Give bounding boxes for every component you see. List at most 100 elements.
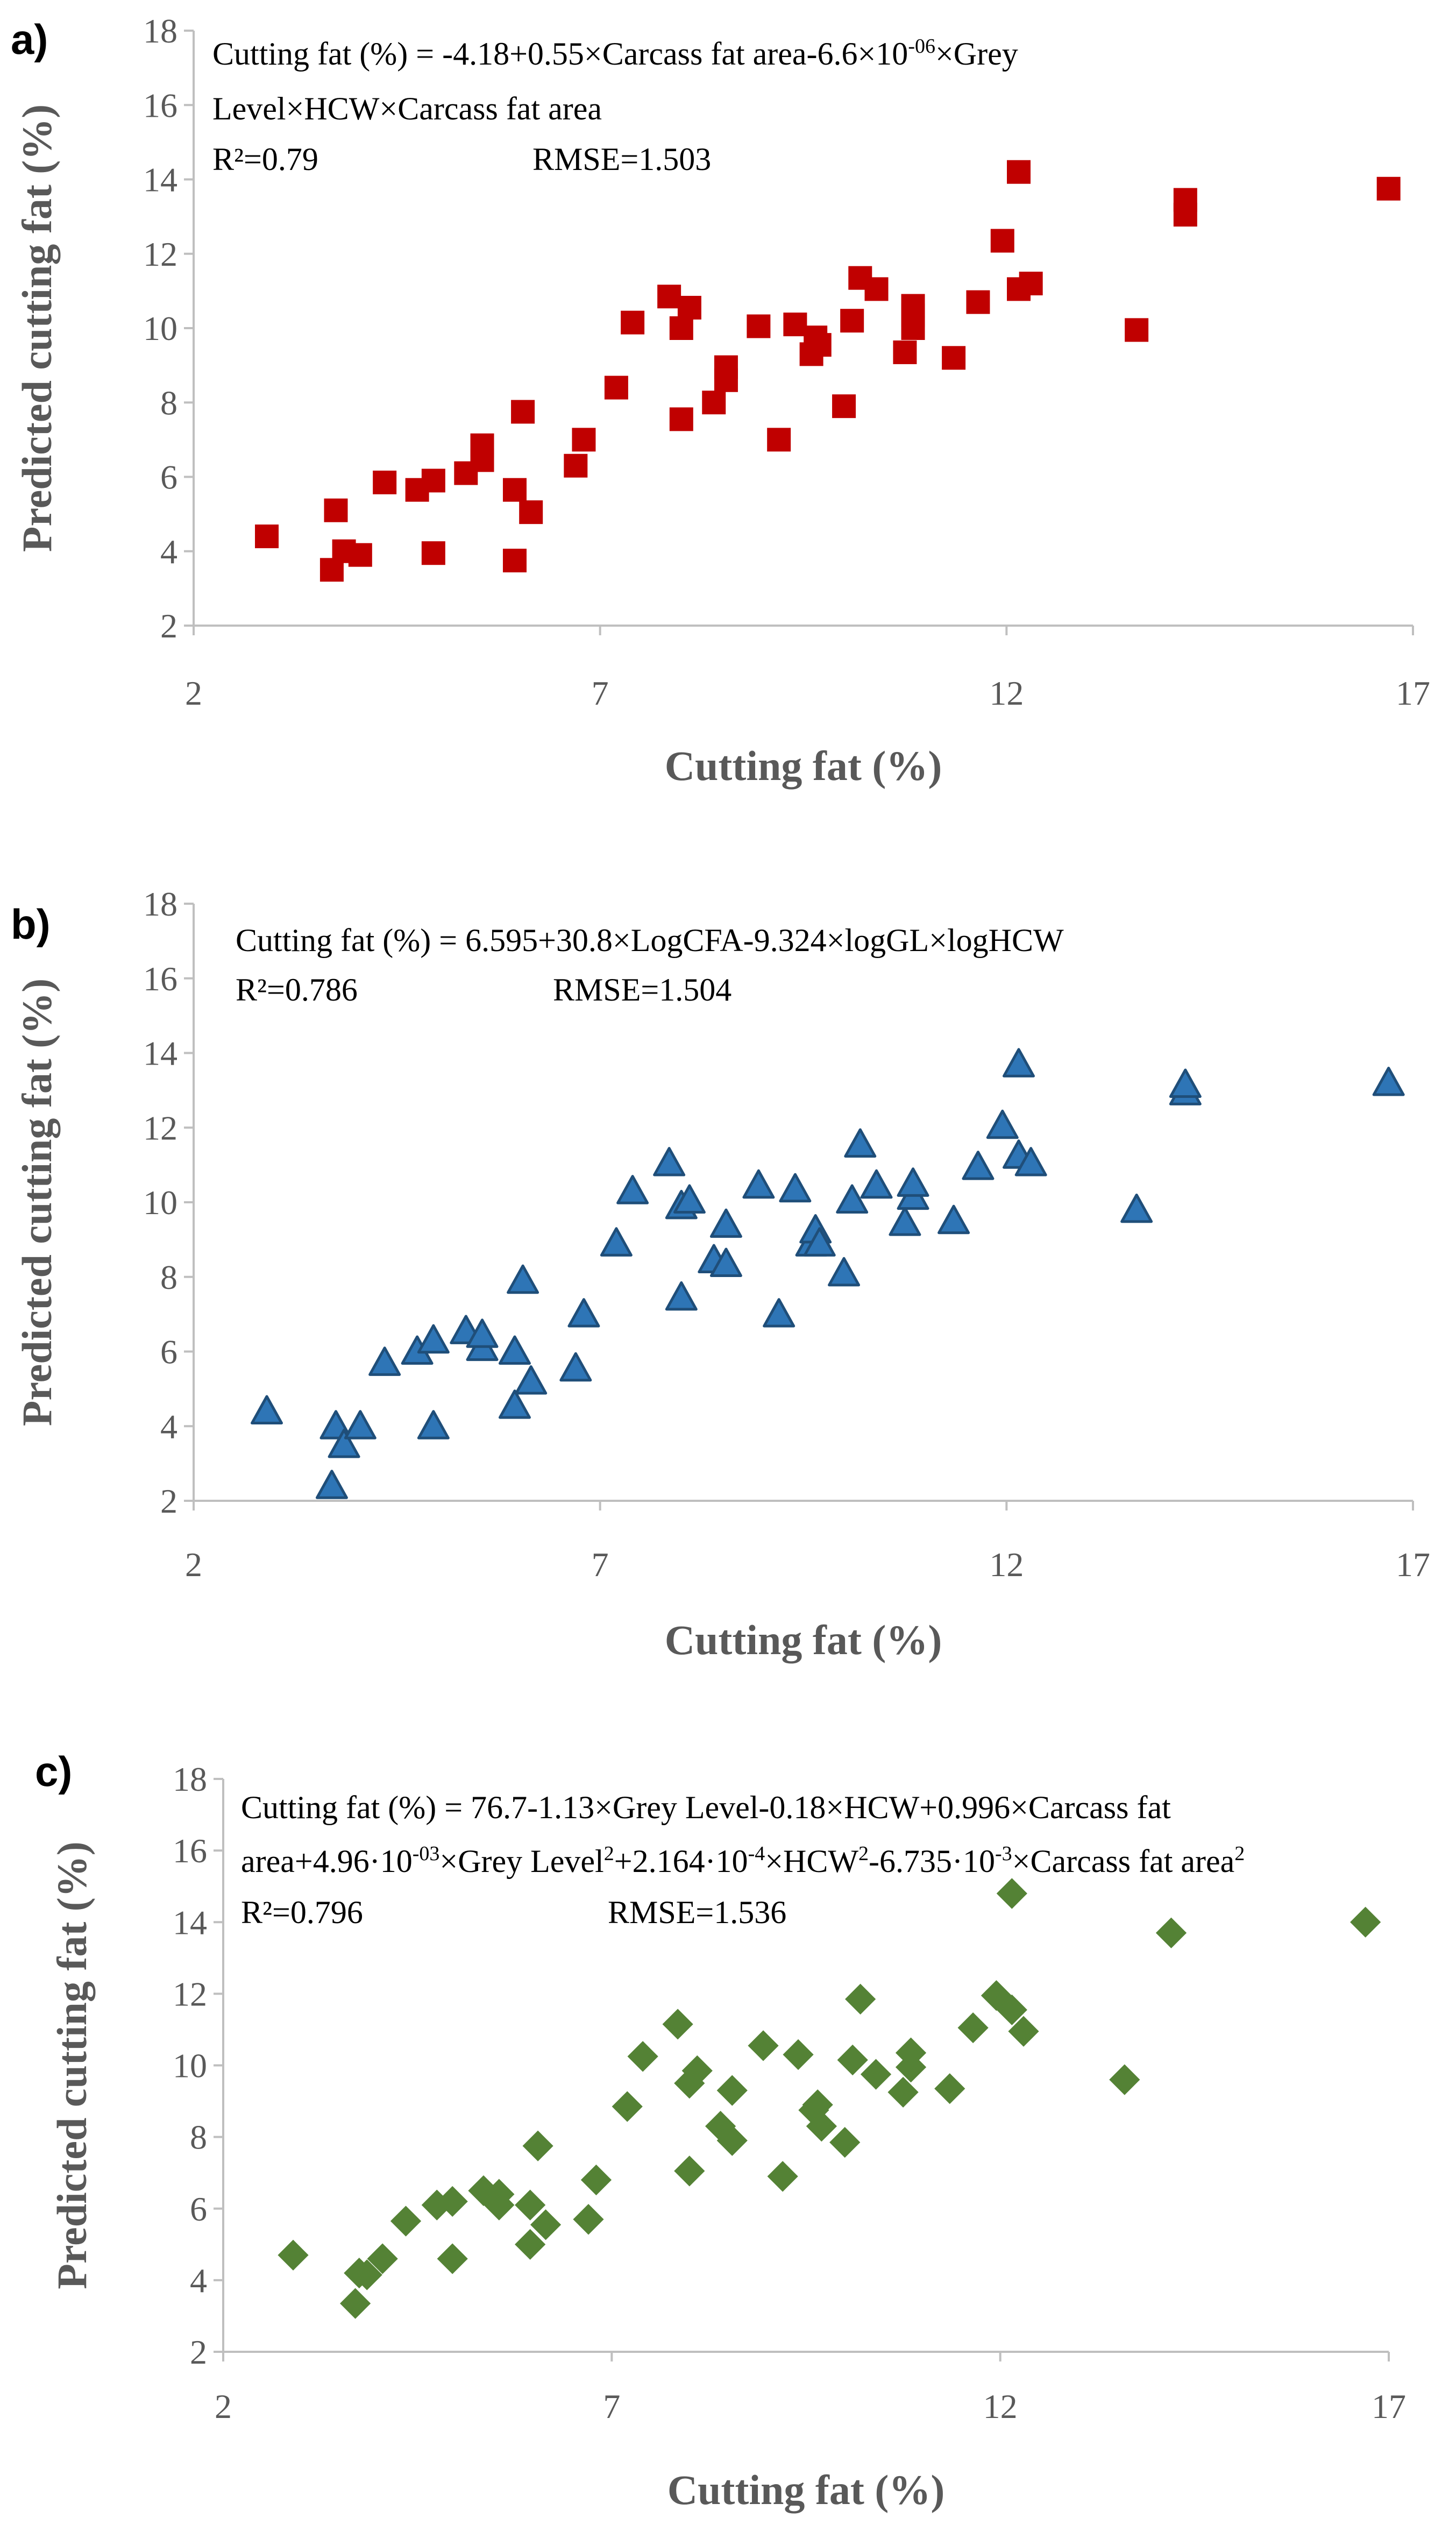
data-point <box>767 2161 798 2192</box>
data-point <box>893 340 917 364</box>
data-point <box>1019 272 1043 296</box>
data-point <box>845 1983 876 2015</box>
r-squared-label: R²=0.786 <box>236 972 358 1008</box>
data-point <box>937 1204 970 1235</box>
data-point <box>507 1264 539 1294</box>
data-point <box>437 2243 468 2274</box>
data-point <box>278 2239 309 2271</box>
data-point <box>763 1298 796 1328</box>
data-point <box>515 2229 546 2260</box>
data-point <box>511 400 535 424</box>
y-tick-label: 12 <box>143 1109 177 1147</box>
y-tick-label: 14 <box>173 1903 207 1941</box>
regression-equation-line: Level×HCW×Carcass fat area <box>212 91 602 126</box>
data-point <box>677 295 701 320</box>
data-point <box>844 1128 877 1158</box>
data-point <box>864 277 889 301</box>
data-point <box>889 1207 921 1236</box>
y-tick-label: 18 <box>143 12 177 50</box>
data-point <box>895 2052 927 2083</box>
y-axis-title: Predicted cutting fat (%) <box>13 978 60 1427</box>
data-point <box>1120 1193 1153 1223</box>
data-point <box>716 2125 748 2156</box>
data-point <box>836 1184 869 1214</box>
rmse-label: RMSE=1.536 <box>608 1895 786 1930</box>
data-point <box>604 375 628 400</box>
y-tick-label: 8 <box>190 2118 207 2157</box>
panel-label: a) <box>11 16 48 63</box>
data-point <box>1014 1147 1047 1176</box>
data-point <box>657 285 681 309</box>
data-point <box>901 294 925 318</box>
y-tick-label: 16 <box>143 86 177 124</box>
data-point <box>990 229 1014 253</box>
data-point <box>600 1227 633 1257</box>
data-point <box>783 313 807 337</box>
data-point <box>669 316 693 340</box>
data-point <box>829 2127 861 2158</box>
data-point <box>616 1175 649 1204</box>
data-point <box>674 2155 705 2187</box>
data-point <box>417 1324 450 1354</box>
data-point <box>502 478 527 502</box>
y-tick-label: 18 <box>173 1760 207 1798</box>
data-point <box>559 1352 592 1382</box>
y-tick-label: 14 <box>143 1034 177 1073</box>
rmse-label: RMSE=1.504 <box>553 972 731 1008</box>
panel-label: b) <box>11 900 51 948</box>
data-point <box>653 1147 686 1176</box>
x-tick-label: 12 <box>989 674 1024 712</box>
y-tick-label: 2 <box>160 1482 177 1520</box>
x-tick-label: 17 <box>1372 2387 1406 2426</box>
data-point <box>840 309 864 333</box>
data-point <box>251 1395 283 1424</box>
data-point <box>1350 1906 1381 1938</box>
data-point <box>437 2186 468 2217</box>
data-point <box>255 524 279 549</box>
y-axis-title: Predicted cutting fat (%) <box>48 1841 95 2289</box>
data-point <box>573 2204 604 2235</box>
data-point <box>897 1167 929 1197</box>
data-point <box>522 2130 553 2161</box>
data-point <box>802 2089 833 2121</box>
data-point <box>390 2205 422 2237</box>
data-point <box>572 428 596 452</box>
y-tick-label: 10 <box>143 309 177 347</box>
panel-label: c) <box>35 1748 72 1795</box>
data-point <box>348 543 372 567</box>
data-point <box>421 2189 452 2221</box>
data-point <box>421 469 445 493</box>
x-tick-label: 2 <box>185 674 202 712</box>
data-point <box>957 2012 989 2044</box>
scatter-panel-a: 2 4 6 8 10 12 14 16 18 2 7 12 17 Cutting fat (%) Predi… <box>11 12 1430 789</box>
data-point <box>368 1346 401 1376</box>
data-point <box>860 2059 892 2090</box>
r-squared-label: R²=0.796 <box>241 1895 363 1930</box>
regression-equation-line: Cutting fat (%) = -4.18+0.55×Carcass fat… <box>212 35 1018 72</box>
rmse-label: RMSE=1.503 <box>532 141 711 177</box>
data-point <box>665 1281 698 1311</box>
data-point <box>702 391 726 415</box>
x-tick-label: 2 <box>185 1545 202 1584</box>
x-tick-label: 7 <box>603 2387 620 2426</box>
data-point <box>1155 1917 1187 1948</box>
data-point <box>860 1169 893 1199</box>
data-point <box>468 2175 499 2207</box>
data-point <box>1173 188 1197 212</box>
x-tick-label: 17 <box>1396 674 1430 712</box>
data-point <box>466 1318 499 1348</box>
data-point <box>567 1298 600 1328</box>
data-point <box>662 2009 693 2040</box>
data-point <box>748 2030 779 2061</box>
y-tick-label: 4 <box>160 1407 177 1445</box>
data-point <box>1109 2064 1140 2095</box>
y-tick-label: 2 <box>160 607 177 645</box>
data-point <box>502 549 527 573</box>
data-point <box>1007 160 1031 184</box>
data-point <box>1376 176 1401 201</box>
data-point <box>767 428 791 452</box>
regression-equation-line: Cutting fat (%) = 76.7-1.13×Grey Level-0… <box>241 1790 1171 1825</box>
data-point <box>612 2091 643 2122</box>
x-axis-title: Cutting fat (%) <box>665 1616 942 1663</box>
y-tick-label: 10 <box>173 2047 207 2085</box>
